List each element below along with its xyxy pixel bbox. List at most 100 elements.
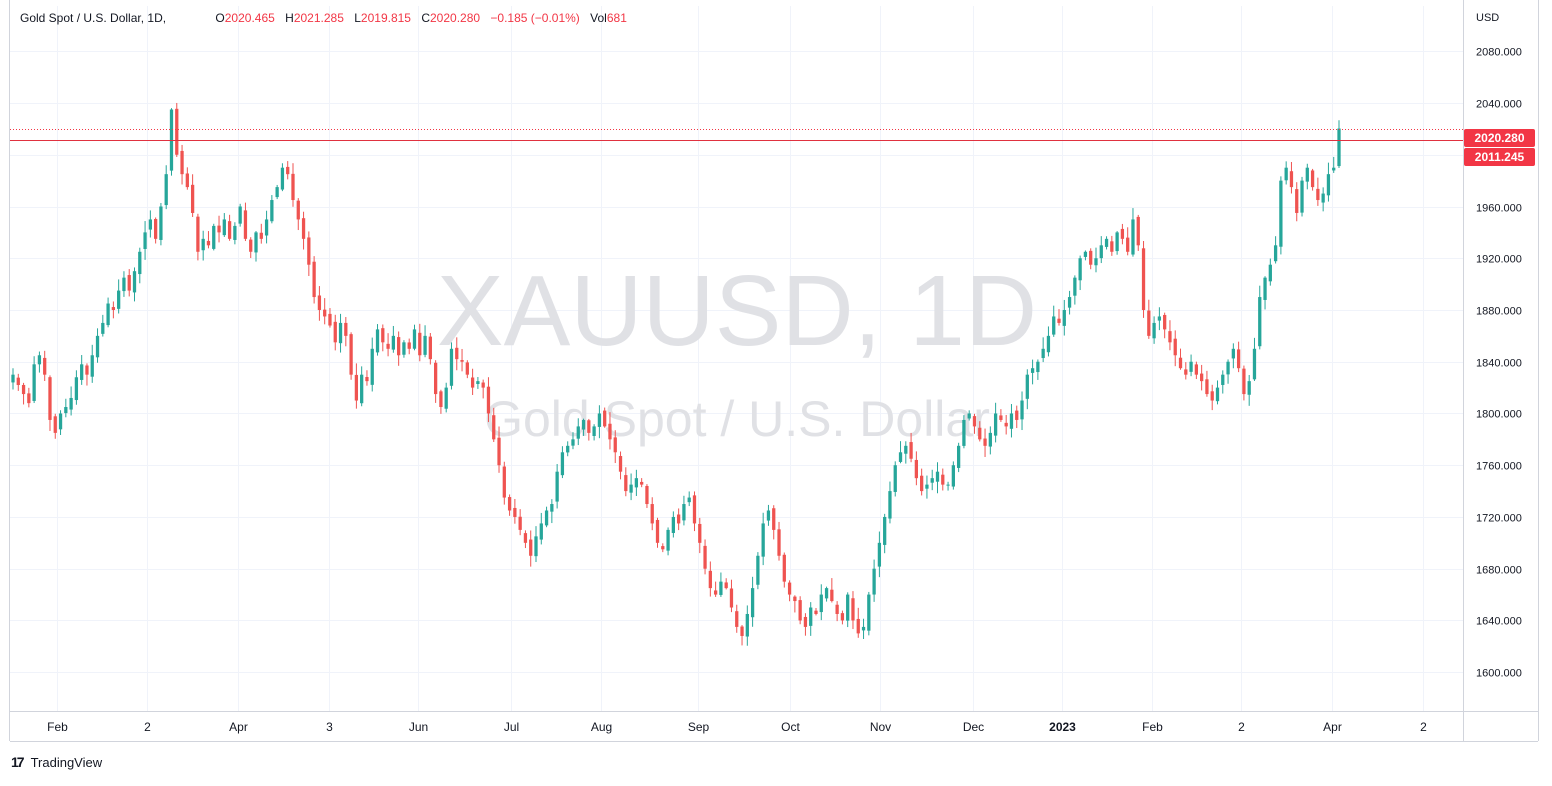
candle-body [777,529,781,556]
x-tick-label: Sep [688,720,710,734]
x-tick-label: 2 [1238,720,1245,734]
candle-body [196,216,200,252]
candle-body [1120,228,1125,239]
candle-body [1279,180,1283,247]
candle-body [1189,361,1193,372]
candle-body [898,452,903,462]
candle-body [962,419,966,446]
candle-body [1094,258,1098,266]
candle-body [1247,381,1251,395]
candle-body [159,206,163,240]
candle-body [1337,128,1341,167]
candle-body [465,362,469,375]
candle-body [238,206,242,224]
candle-body [703,545,707,569]
candle-body [772,508,776,530]
candle-body [497,437,501,466]
candle-body [1015,410,1019,420]
y-tick-label: 1840.000 [1476,358,1522,370]
candle-body [80,364,84,380]
candle-body [492,415,496,440]
candle-body [138,251,142,275]
candle-body [132,271,137,293]
candle-body [397,337,401,356]
candle-body [613,437,617,453]
x-tick-label: Oct [781,720,800,734]
candle-body [1295,189,1299,213]
candle-body [846,594,850,621]
candle-body [872,568,876,595]
last-price-tag: 2020.280 [1464,129,1535,147]
candle-body [566,445,570,453]
candle-body [349,334,353,375]
axes: USD 1600.000 1640.000 1680.000 1720.000 1760.… [9,0,1539,742]
y-tick-label: 1920.000 [1476,254,1522,266]
candle-body [354,374,359,401]
x-tick-label: Nov [870,720,891,734]
candle-body [925,484,929,489]
candle-body [375,329,380,353]
candle-body [640,481,644,485]
candle-body [1009,413,1014,429]
price-axis-currency: USD [1476,12,1499,24]
candle-body [1258,297,1262,347]
candle-body [323,309,327,317]
candle-body [803,616,808,627]
candle-body [449,348,454,386]
candle-body [1178,357,1183,369]
candle-body [365,376,369,382]
candle-body [111,307,116,310]
legend-symbol[interactable]: Gold Spot / U.S. Dollar, 1D, [20,11,167,25]
candle-body [296,200,300,220]
candle-body [143,232,147,249]
candle-body [893,465,897,492]
candle-body [344,322,348,336]
candle-body [175,108,179,155]
candle-body [418,332,422,356]
candle-body [117,290,121,309]
legend-high: 2021.285 [293,11,344,25]
candle-body [756,555,760,585]
candle-body [539,523,543,540]
candle-body [1273,245,1278,262]
candle-body [687,497,691,503]
candle-body [407,342,411,349]
candle-body [946,484,950,486]
candle-body [64,407,68,414]
candle-body [1041,348,1045,359]
y-tick-label: 1600.000 [1476,668,1522,680]
candle-body [745,613,749,637]
candle-body [217,225,221,233]
candle-body [423,335,427,355]
candle-body [254,232,258,253]
candle-body [1067,297,1072,308]
candle-body [824,588,829,599]
candle-body [1173,338,1177,356]
candle-body [190,184,195,213]
candle-body [972,416,977,427]
legend-vol-label: Vol [590,11,607,25]
candle-body [1036,361,1040,373]
candle-body [888,491,892,519]
candle-body [544,510,549,526]
candle-body [1316,188,1320,201]
candle-body [603,410,607,427]
candle-body [301,218,306,239]
candles [11,102,1341,646]
candle-body [1305,167,1309,182]
candle-body [95,335,100,358]
candle-body [1194,364,1199,375]
tradingview-logo[interactable]: 17 TradingView [11,752,102,772]
candle-body [650,504,654,524]
candle-body [914,459,919,479]
candle-body [185,173,189,188]
candle-body [1210,391,1214,401]
candle-body [708,570,712,589]
candle-body [608,423,612,440]
candle-body [587,420,591,433]
candle-body [360,374,364,404]
x-tick-label: Feb [47,720,68,734]
candle-body [201,238,205,251]
